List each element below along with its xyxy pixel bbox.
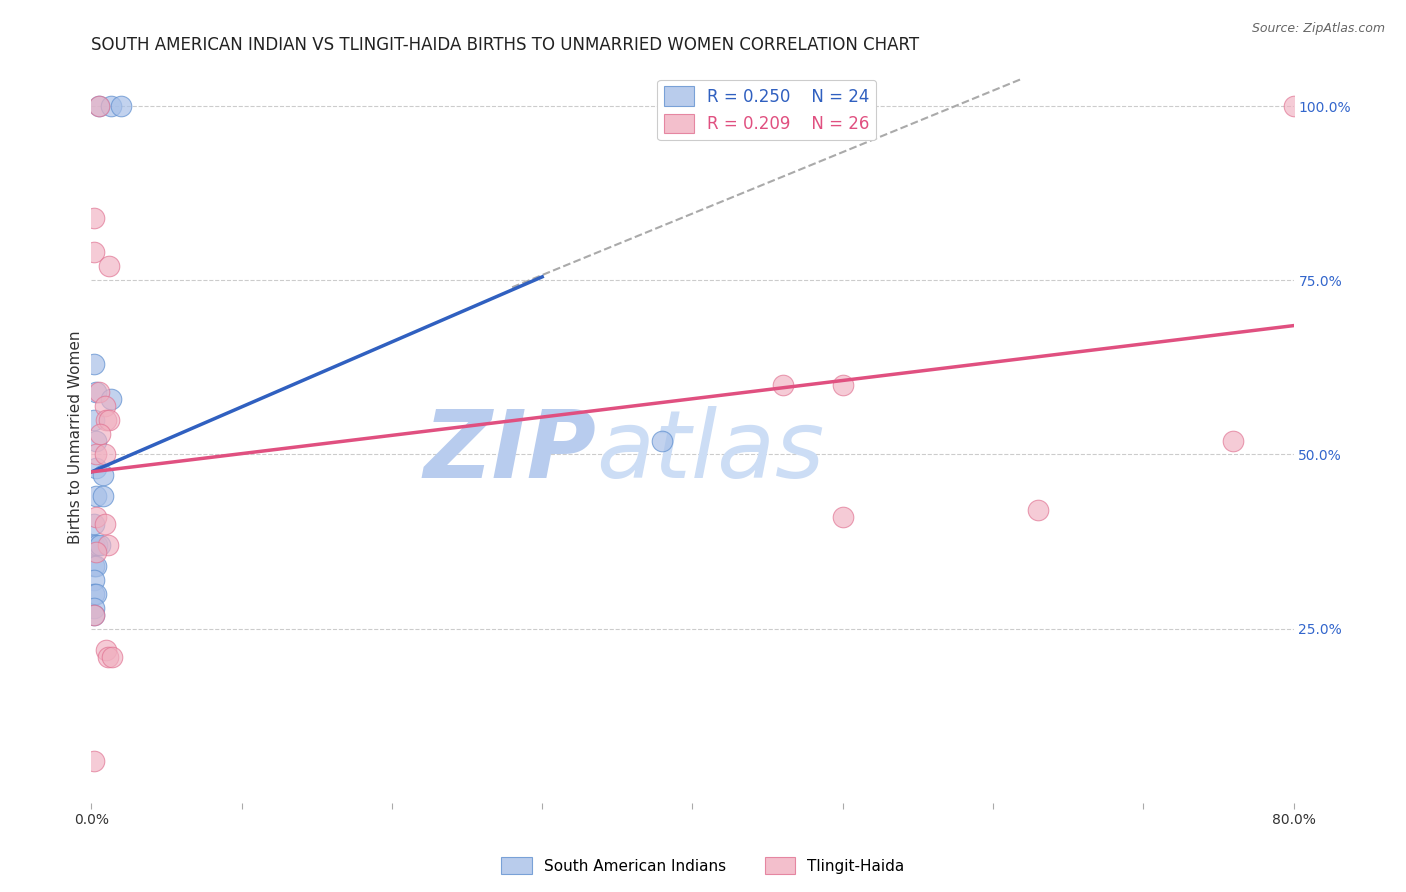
- Point: [1026, 503, 1049, 517]
- Point: [84, 558, 107, 573]
- Point: [831, 510, 853, 524]
- Point: [100, 392, 122, 406]
- Point: [101, 649, 124, 664]
- Point: [83, 600, 105, 615]
- Point: [89, 538, 111, 552]
- Legend: South American Indians, Tlingit-Haida: South American Indians, Tlingit-Haida: [495, 851, 911, 880]
- Point: [83, 607, 105, 622]
- Point: [83, 211, 105, 225]
- Point: [96, 412, 118, 426]
- Text: Source: ZipAtlas.com: Source: ZipAtlas.com: [1251, 22, 1385, 36]
- Point: [1222, 434, 1244, 448]
- Point: [83, 412, 105, 426]
- Point: [94, 399, 117, 413]
- Point: [83, 587, 105, 601]
- Point: [89, 426, 111, 441]
- Point: [94, 517, 117, 532]
- Point: [83, 538, 105, 552]
- Point: [772, 377, 794, 392]
- Point: [86, 538, 108, 552]
- Text: atlas: atlas: [596, 406, 824, 497]
- Point: [83, 517, 105, 532]
- Point: [84, 384, 107, 399]
- Point: [84, 587, 107, 601]
- Point: [83, 558, 105, 573]
- Point: [651, 434, 673, 448]
- Point: [83, 245, 105, 260]
- Text: SOUTH AMERICAN INDIAN VS TLINGIT-HAIDA BIRTHS TO UNMARRIED WOMEN CORRELATION CHA: SOUTH AMERICAN INDIAN VS TLINGIT-HAIDA B…: [91, 36, 920, 54]
- Point: [84, 461, 107, 475]
- Point: [84, 434, 107, 448]
- Point: [94, 448, 117, 462]
- Point: [84, 510, 107, 524]
- Point: [83, 607, 105, 622]
- Point: [87, 99, 110, 113]
- Point: [100, 99, 122, 113]
- Point: [97, 538, 120, 552]
- Point: [98, 260, 121, 274]
- Point: [831, 377, 853, 392]
- Point: [97, 649, 120, 664]
- Point: [110, 99, 132, 113]
- Point: [84, 448, 107, 462]
- Point: [83, 357, 105, 371]
- Point: [83, 754, 105, 768]
- Point: [84, 489, 107, 503]
- Y-axis label: Births to Unmarried Women: Births to Unmarried Women: [67, 330, 83, 544]
- Point: [87, 384, 110, 399]
- Point: [93, 468, 115, 483]
- Legend: R = 0.250    N = 24, R = 0.209    N = 26: R = 0.250 N = 24, R = 0.209 N = 26: [658, 79, 876, 140]
- Point: [98, 412, 121, 426]
- Point: [96, 642, 118, 657]
- Text: ZIP: ZIP: [423, 406, 596, 498]
- Point: [1282, 99, 1305, 113]
- Point: [84, 545, 107, 559]
- Point: [93, 489, 115, 503]
- Point: [83, 573, 105, 587]
- Point: [87, 99, 110, 113]
